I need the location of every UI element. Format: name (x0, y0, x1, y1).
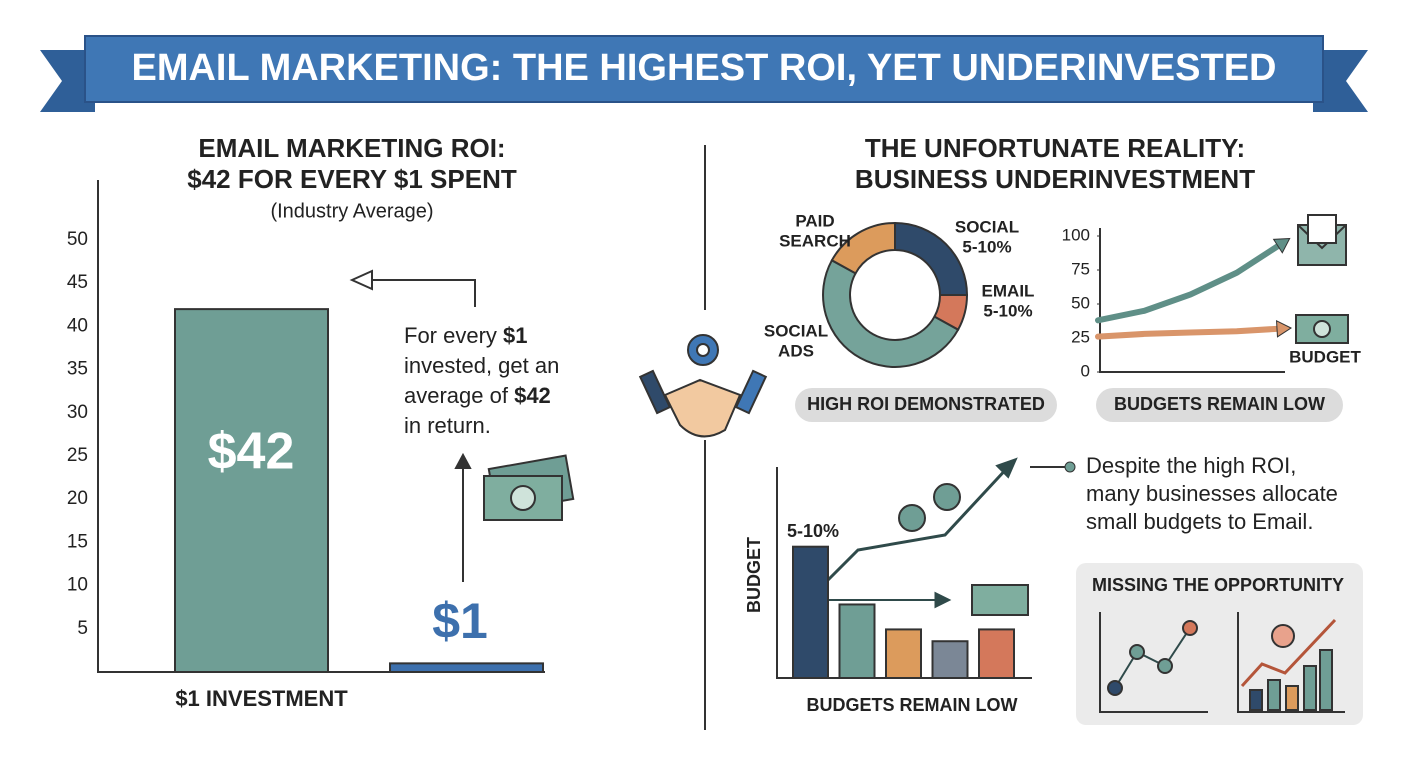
chart-subtitle: (Industry Average) (270, 200, 433, 222)
money-icon (483, 454, 575, 521)
y-tick-label: 40 (67, 315, 88, 336)
callout-line: small budgets to Email. (1086, 509, 1313, 534)
slice-label: ADS (778, 341, 814, 360)
panel-title: MISSING THE OPPORTUNITY (1092, 575, 1344, 595)
badge (795, 388, 1057, 422)
y-tick-label: 10 (67, 575, 88, 596)
trend-arrow (806, 457, 1018, 609)
bar (792, 545, 829, 680)
arrow-head (1272, 237, 1291, 254)
annotation-line: For every $1 (404, 323, 528, 348)
value-label: $1 (432, 593, 488, 649)
y-axis-label: BUDGET (744, 537, 764, 613)
callout-connector (1030, 461, 1076, 473)
annotation-run: in return. (404, 413, 491, 438)
annotation: 5-10% (787, 521, 839, 541)
chart-title: THE UNFORTUNATE REALITY: (865, 133, 1245, 163)
coin-icons (898, 483, 1029, 616)
panel-icons (1099, 612, 1345, 713)
value-label: $42 (208, 423, 295, 481)
y-tick-label: 50 (67, 229, 88, 250)
annotation-line: average of $42 (404, 383, 551, 408)
y-tick-label: 25 (1071, 327, 1090, 346)
ribbon-tail (1313, 50, 1368, 112)
money-icon (1295, 314, 1349, 344)
mail-icon (1297, 214, 1347, 266)
bar (389, 662, 544, 673)
slice-label: 5-10% (962, 237, 1011, 256)
slice-label: PAID (795, 211, 834, 230)
x-axis-label: BUDGETS REMAIN LOW (807, 695, 1018, 715)
page-title: EMAIL MARKETING: THE HIGHEST ROI, YET UN… (131, 47, 1276, 89)
panel (1076, 563, 1363, 725)
slice-label: EMAIL (982, 281, 1035, 300)
legend-label: BUDGET (1289, 347, 1361, 366)
badge-label: HIGH ROI DEMONSTRATED (807, 394, 1045, 414)
y-tick-label: 100 (1062, 225, 1090, 244)
annotation-line: in return. (404, 413, 491, 438)
annotation-run: $1 (503, 323, 527, 348)
y-tick-label: 5 (77, 618, 88, 639)
chart-title: EMAIL MARKETING ROI: (198, 133, 505, 163)
arrows (349, 269, 476, 582)
chart-title: $42 FOR EVERY $1 SPENT (187, 164, 517, 194)
chart-title: BUSINESS UNDERINVESTMENT (855, 164, 1255, 194)
banner (84, 35, 1324, 103)
bar (931, 640, 969, 680)
bar (838, 603, 876, 679)
handshake-icon (638, 334, 768, 438)
slice-label: SOCIAL (764, 321, 828, 340)
y-tick-label: 45 (67, 272, 88, 293)
donut-slice (830, 221, 896, 275)
y-tick-label: 35 (67, 359, 88, 380)
line-series (1095, 239, 1286, 324)
y-tick-label: 15 (67, 531, 88, 552)
badge (1096, 388, 1343, 422)
badge-label: BUDGETS REMAIN LOW (1114, 394, 1325, 414)
y-tick-label: 25 (67, 445, 88, 466)
y-tick-label: 0 (1081, 361, 1090, 380)
callout-line: Despite the high ROI, (1086, 453, 1296, 478)
annotation-run: $42 (514, 383, 551, 408)
y-tick-label: 20 (67, 488, 88, 509)
slice-label: 5-10% (983, 301, 1032, 320)
slice-label: SOCIAL (955, 217, 1019, 236)
y-tick-label: 75 (1071, 259, 1090, 278)
bar (978, 628, 1015, 680)
axis (1099, 228, 1285, 373)
bar (885, 628, 922, 680)
line-series (1095, 325, 1286, 340)
callout-line: many businesses allocate (1086, 481, 1338, 506)
slice-label: SEARCH (779, 231, 851, 250)
bar (174, 308, 329, 673)
ribbon-tail (40, 50, 95, 112)
annotation-run: invested, get an (404, 353, 559, 378)
annotation-run: For every (404, 323, 503, 348)
annotation-line: invested, get an (404, 353, 559, 378)
y-tick-label: 50 (1071, 293, 1090, 312)
donut-slice (822, 258, 960, 368)
annotation-run: average of (404, 383, 514, 408)
x-tick-label: $1 INVESTMENT (175, 686, 348, 711)
y-tick-label: 30 (67, 402, 88, 423)
arrow-head (1275, 320, 1292, 338)
